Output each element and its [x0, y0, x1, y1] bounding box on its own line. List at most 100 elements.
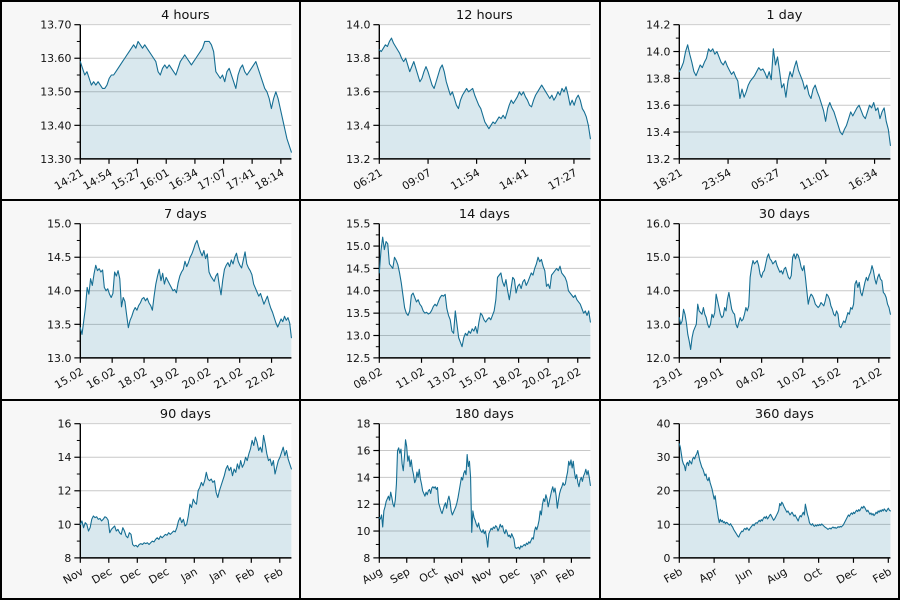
svg-text:8: 8	[364, 552, 371, 565]
chart-plot-30-days: 12.0 13.0 14.0 15.0 16.0 23.01 29.01 04.02 10.02…	[646, 207, 891, 392]
svg-text:Nov: Nov	[443, 564, 468, 586]
svg-text:16:01: 16:01	[138, 166, 172, 193]
chart-plot-14-days: 12.5 13.0 13.5 14.0 14.5 15.0 15.5 08.02 11.0213…	[346, 207, 592, 392]
svg-text:14:21: 14:21	[52, 166, 86, 193]
svg-text:21.02: 21.02	[212, 365, 246, 392]
svg-text:22.02: 22.02	[550, 365, 584, 392]
chart-axes: 0 10 20 30 40 Feb Apr Jun Aug Oct Dec Feb	[656, 417, 893, 586]
svg-text:06:21: 06:21	[351, 166, 385, 193]
svg-text:15.0: 15.0	[346, 240, 370, 253]
svg-text:13.0: 13.0	[346, 330, 370, 343]
svg-text:18.02: 18.02	[116, 365, 150, 392]
svg-text:Aug: Aug	[764, 565, 789, 587]
svg-text:Aug: Aug	[360, 565, 385, 587]
svg-text:04.02: 04.02	[733, 365, 767, 392]
svg-text:Oct: Oct	[417, 565, 440, 586]
svg-text:0: 0	[663, 552, 670, 565]
svg-text:13.4: 13.4	[346, 119, 370, 132]
chart-plot-360-days: 0 10 20 30 40 Feb Apr Jun Aug Oct Dec Feb 360 days	[656, 406, 893, 586]
svg-text:13.0: 13.0	[47, 352, 71, 365]
svg-text:13.6: 13.6	[346, 86, 370, 99]
svg-text:11:54: 11:54	[449, 166, 483, 193]
svg-text:10.02: 10.02	[774, 365, 808, 392]
svg-text:13.02: 13.02	[425, 365, 459, 392]
svg-text:16.0: 16.0	[646, 218, 670, 231]
svg-text:Sep: Sep	[388, 565, 412, 586]
chart-title: 180 days	[455, 406, 514, 421]
svg-text:13.8: 13.8	[646, 72, 670, 85]
svg-text:Dec: Dec	[498, 565, 523, 587]
chart-panel-12-hours: 13.2 13.4 13.6 13.8 14.0 06:21 09:07 11:54 14:41…	[301, 2, 599, 200]
chart-title: 14 days	[459, 207, 510, 222]
svg-text:14.0: 14.0	[47, 285, 71, 298]
svg-text:16:34: 16:34	[846, 166, 880, 193]
svg-text:14.0: 14.0	[646, 285, 670, 298]
svg-text:14.0: 14.0	[646, 45, 670, 58]
svg-text:Jan: Jan	[528, 565, 550, 585]
svg-text:14.0: 14.0	[346, 285, 370, 298]
svg-text:Jan: Jan	[178, 565, 200, 585]
svg-text:13.5: 13.5	[346, 307, 370, 320]
svg-text:14: 14	[58, 451, 72, 464]
chart-title: 30 days	[759, 207, 810, 222]
svg-text:29.01: 29.01	[692, 365, 726, 392]
svg-text:13.0: 13.0	[646, 319, 670, 332]
chart-axes: 13.2 13.4 13.6 13.8 14.0 14.2 18:21 23:54 05:27 1…	[646, 19, 891, 193]
svg-text:15.02: 15.02	[457, 365, 491, 392]
svg-text:13.70: 13.70	[40, 19, 71, 32]
chart-panel-7-days: 13.0 13.5 14.0 14.5 15.0 15.02 16.02 18.02 19.02…	[2, 201, 300, 399]
svg-text:15.02: 15.02	[809, 365, 843, 392]
svg-text:11.02: 11.02	[394, 365, 428, 392]
svg-text:15.5: 15.5	[346, 218, 370, 231]
svg-text:10: 10	[357, 525, 371, 538]
chart-axes: 13.0 13.5 14.0 14.5 15.0 15.0216.0218.0219.02…	[47, 218, 292, 392]
chart-title: 360 days	[754, 406, 813, 421]
svg-text:Dec: Dec	[118, 565, 143, 587]
svg-text:13.2: 13.2	[646, 153, 670, 166]
svg-text:13.8: 13.8	[346, 52, 370, 65]
svg-text:Apr: Apr	[696, 564, 719, 585]
svg-text:14:54: 14:54	[81, 166, 115, 193]
svg-text:16: 16	[58, 417, 72, 430]
chart-title: 90 days	[160, 406, 211, 421]
svg-text:13.60: 13.60	[40, 52, 71, 65]
svg-text:Nov: Nov	[61, 564, 86, 586]
svg-text:11:01: 11:01	[797, 166, 831, 193]
chart-panel-90-days: 8 10 12 14 16 Nov Dec Dec Dec Jan Jan Feb Feb 90 day…	[2, 400, 300, 598]
svg-text:40: 40	[656, 417, 670, 430]
svg-text:16.02: 16.02	[84, 365, 118, 392]
svg-text:Feb: Feb	[554, 565, 577, 586]
svg-text:Dec: Dec	[834, 565, 859, 587]
chart-panel-360-days: 0 10 20 30 40 Feb Apr Jun Aug Oct Dec Feb 360 days	[600, 400, 898, 598]
svg-text:10: 10	[656, 518, 670, 531]
chart-axes: 12.5 13.0 13.5 14.0 14.5 15.0 15.5 08.02 11.0213…	[346, 218, 592, 392]
chart-axes: 13.2 13.4 13.6 13.8 14.0 06:21 09:07 11:54 14:41…	[346, 19, 592, 193]
svg-text:Dec: Dec	[147, 565, 172, 587]
chart-plot-7-days: 13.0 13.5 14.0 14.5 15.0 15.0216.0218.0219.02…	[47, 207, 292, 392]
svg-text:Feb: Feb	[870, 565, 893, 586]
svg-text:18:21: 18:21	[651, 166, 685, 193]
svg-text:13.5: 13.5	[47, 319, 71, 332]
chart-plot-4-hours: 13.30 13.40 13.50 13.60 13.70 14:2114:5415:27…	[40, 8, 292, 193]
chart-panel-180-days: 8 10 12 14 16 18 Aug Sep Oct Nov Nov Dec Jan Feb 180 …	[301, 400, 599, 598]
svg-text:14.5: 14.5	[346, 263, 370, 276]
svg-text:16:34: 16:34	[167, 166, 201, 193]
svg-text:Feb: Feb	[661, 565, 684, 586]
svg-text:15:27: 15:27	[109, 166, 143, 193]
svg-text:23:54: 23:54	[700, 166, 734, 193]
svg-text:18:14: 18:14	[253, 166, 287, 193]
chart-title: 7 days	[164, 207, 207, 222]
chart-panel-14-days: 12.5 13.0 13.5 14.0 14.5 15.0 15.5 08.02 11.02 13…	[301, 201, 599, 399]
svg-text:13.40: 13.40	[40, 119, 71, 132]
chart-axes: 13.30 13.40 13.50 13.60 13.70 14:2114:5415:27…	[40, 19, 292, 193]
svg-text:13.6: 13.6	[646, 99, 670, 112]
svg-text:14.0: 14.0	[346, 19, 370, 32]
svg-text:12.0: 12.0	[646, 352, 670, 365]
svg-text:10: 10	[58, 518, 72, 531]
chart-title: 12 hours	[456, 8, 513, 23]
svg-text:15.0: 15.0	[47, 218, 71, 231]
svg-text:13.4: 13.4	[646, 126, 670, 139]
